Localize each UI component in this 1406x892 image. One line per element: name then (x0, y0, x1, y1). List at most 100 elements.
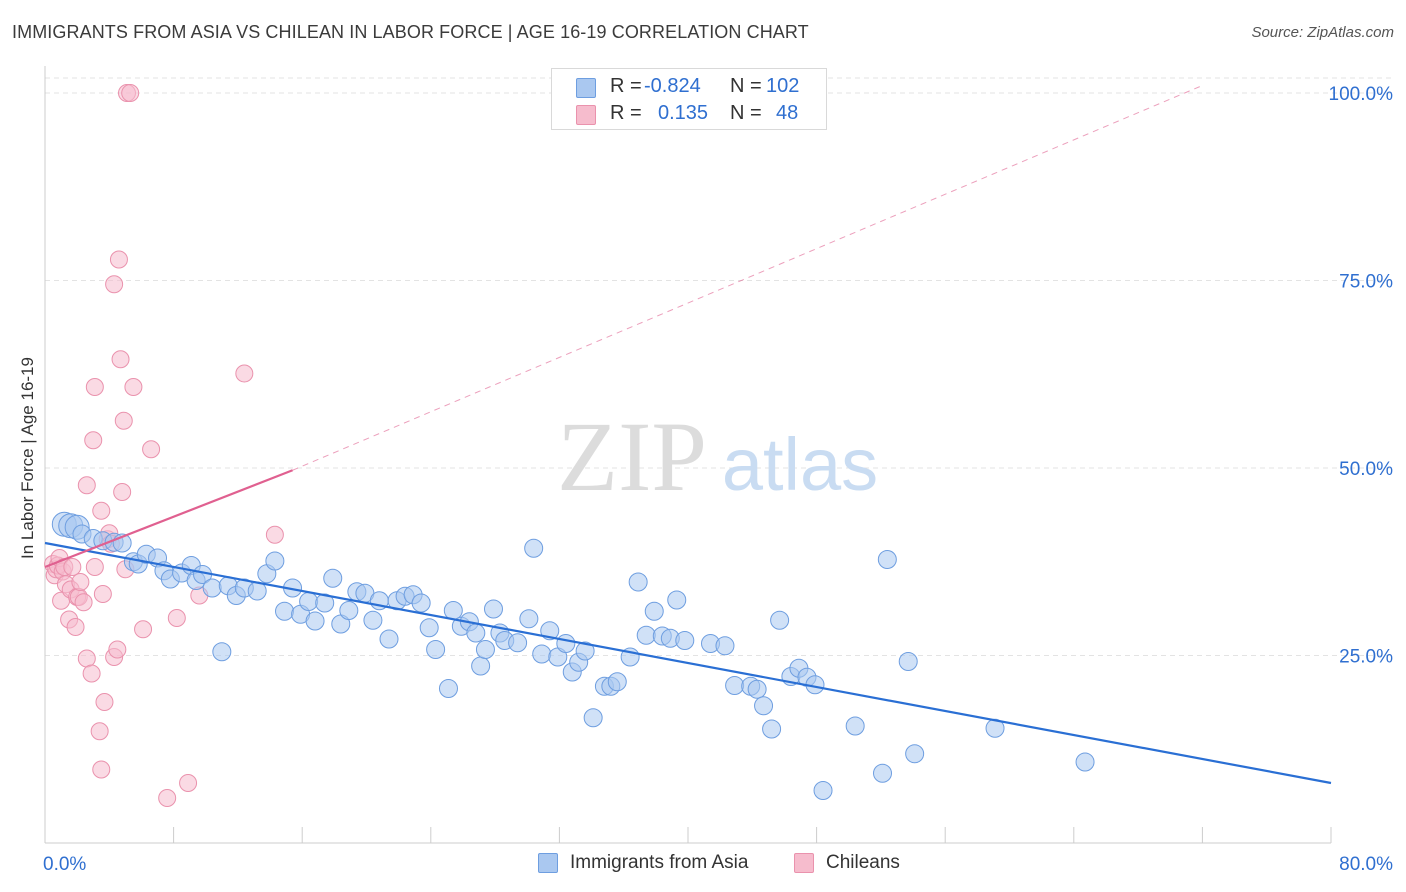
data-point-chileans (158, 789, 177, 807)
chart-source: Source: ZipAtlas.com (1251, 24, 1394, 41)
data-point-asia (299, 592, 319, 611)
legend-swatch-chile (576, 105, 596, 125)
data-point-asia (475, 640, 495, 659)
data-point-asia (411, 593, 431, 613)
data-point-asia (305, 611, 325, 631)
data-point-chileans (71, 573, 90, 591)
data-point-asia (212, 642, 232, 662)
data-point-chileans (113, 483, 132, 501)
trend-line-asia (44, 541, 1332, 785)
legend-n-value: 48 (776, 102, 799, 124)
data-point-asia (483, 599, 503, 619)
data-point-asia (725, 676, 745, 695)
legend-label-chile: Chileans (826, 852, 900, 873)
tick-labels: 25.0% 50.0% 75.0% 100.0% 0.0% 80.0% (43, 84, 1393, 875)
data-point-chileans (93, 585, 112, 603)
data-point-asia (426, 640, 446, 659)
y-tick-label: 75.0% (1339, 272, 1393, 293)
data-point-asia (644, 601, 664, 621)
x-tick-label-max: 80.0% (1339, 854, 1393, 875)
axes (44, 66, 1332, 844)
data-point-chileans (124, 378, 143, 396)
data-point-chileans (63, 558, 82, 576)
data-point-asia (363, 610, 383, 630)
legend-swatch-asia (576, 78, 596, 98)
data-point-chileans (92, 760, 111, 779)
data-point-asia (556, 634, 576, 653)
trend-line-chile-extension (292, 85, 1203, 471)
data-point-asia (275, 601, 295, 621)
data-point-chileans (84, 431, 103, 450)
data-point-asia (438, 679, 458, 698)
data-point-asia (315, 593, 335, 613)
data-point-asia (532, 644, 552, 664)
data-point-asia (715, 636, 735, 656)
data-point-asia (845, 716, 865, 736)
data-point-chileans (179, 774, 198, 792)
legend-r-value: -0.824 (644, 75, 701, 97)
data-point-asia (1075, 752, 1095, 772)
data-point-asia (471, 656, 491, 676)
data-point-asia (575, 641, 595, 661)
data-point-asia (747, 679, 767, 699)
data-point-chileans (77, 649, 96, 668)
data-point-chileans (66, 618, 85, 636)
trend-lines (44, 85, 1332, 785)
data-point-chileans (105, 275, 124, 294)
series-chileans (44, 84, 284, 807)
y-tick-label: 100.0% (1329, 84, 1394, 105)
data-point-asia (379, 629, 399, 649)
legend-swatch-chile (794, 853, 814, 873)
data-point-chileans (85, 558, 104, 576)
data-point-chileans (109, 250, 128, 269)
data-point-chileans (95, 693, 114, 711)
data-point-asia (762, 719, 782, 739)
correlation-legend: R = -0.824 N = 102 R = 0.135 N = 48 (551, 68, 827, 130)
data-point-asia (877, 550, 897, 569)
data-point-asia (898, 652, 918, 671)
legend-n-value: 102 (766, 75, 800, 97)
data-point-chileans (77, 476, 96, 495)
legend-n-label: N = (730, 102, 762, 124)
data-point-chileans (114, 411, 133, 430)
data-point-asia (675, 631, 695, 650)
legend-r-label: R = (610, 102, 642, 124)
legend-n-label: N = (730, 75, 762, 97)
watermark-zip: ZIP (557, 401, 707, 512)
data-point-asia (339, 601, 359, 620)
data-point-chileans (111, 350, 130, 369)
data-point-chileans (90, 722, 109, 741)
legend-label-asia: Immigrants from Asia (570, 852, 749, 873)
data-point-chileans (167, 609, 186, 627)
data-point-asia (265, 551, 285, 571)
legend-swatch-asia (538, 853, 558, 873)
chart-title: IMMIGRANTS FROM ASIA VS CHILEAN IN LABOR… (12, 22, 809, 42)
y-axis-label: In Labor Force | Age 16-19 (18, 357, 37, 559)
data-point-asia (443, 601, 463, 620)
data-point-asia (323, 568, 343, 588)
data-point-chileans (265, 525, 284, 544)
data-point-asia (607, 672, 627, 692)
x-tick-label-min: 0.0% (43, 854, 86, 875)
data-point-chileans (235, 364, 254, 383)
data-point-asia (636, 625, 656, 645)
data-point-asia (813, 781, 833, 800)
data-point-asia (667, 590, 687, 610)
data-point-asia (508, 633, 528, 653)
y-tick-label: 50.0% (1339, 459, 1393, 480)
data-point-chileans (108, 640, 127, 659)
data-point-asia (770, 610, 790, 630)
data-point-asia (754, 696, 774, 716)
data-point-asia (524, 538, 544, 558)
data-point-asia (466, 623, 486, 643)
data-point-chileans (82, 664, 101, 683)
data-point-asia (583, 708, 603, 728)
data-point-chileans (85, 378, 104, 396)
data-point-chileans (134, 620, 153, 639)
data-point-chileans (74, 593, 93, 612)
data-point-chileans (121, 84, 140, 102)
data-point-chileans (92, 501, 111, 520)
legend-r-label: R = (610, 75, 642, 97)
data-point-asia (519, 609, 539, 629)
data-point-chileans (142, 440, 161, 459)
